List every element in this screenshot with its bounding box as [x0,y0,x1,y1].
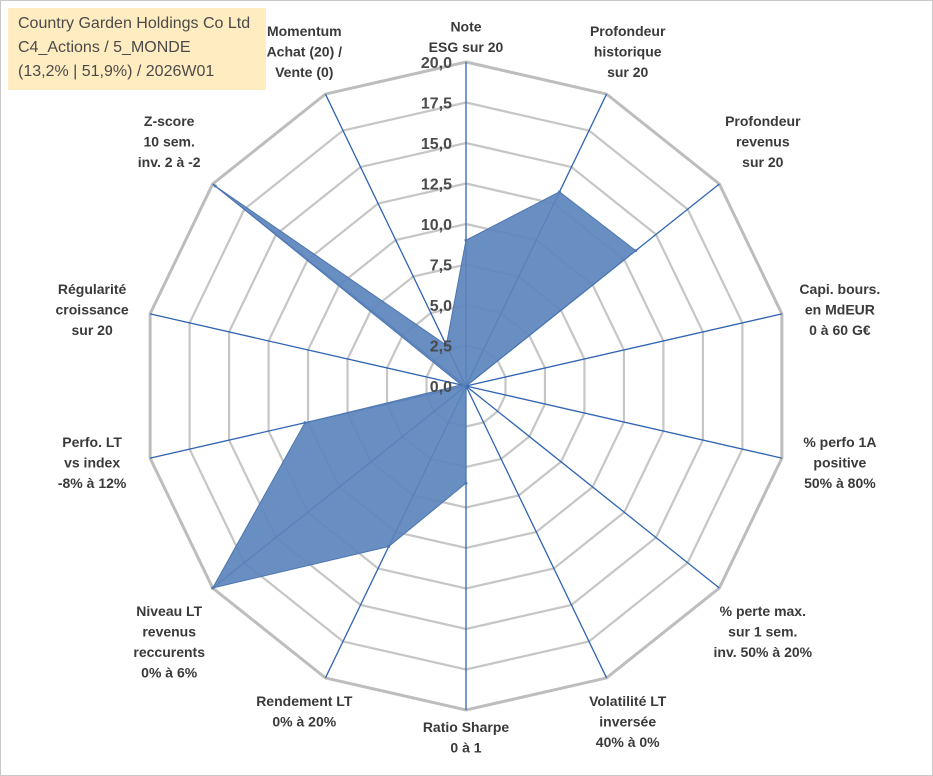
chart-title: Country Garden Holdings Co Ltd [18,15,251,32]
axis-label-4-line-2: 50% à 80% [804,475,876,491]
axis-label-9: Niveau LT revenus reccurents 0% à 6% [133,603,205,681]
axis-label-9-line-1: revenus [142,624,196,640]
tick-label-4: 10,0 [421,217,452,234]
axis-label-2: Profondeur revenus sur 20 [725,113,801,170]
axis-label-6-line-1: inversée [599,713,656,729]
axis-label-5-line-2: inv. 50% à 20% [714,644,813,660]
tick-label-6: 15,0 [421,136,452,153]
title-box: Country Garden Holdings Co Ltd C4_Action… [8,8,266,90]
axis-label-2-line-2: sur 20 [742,154,783,170]
axis-label-1-line-0: Profondeur [590,23,666,39]
axis-label-0-line-0: Note [450,19,481,35]
axis-label-2-line-1: revenus [736,133,790,149]
axis-label-9-line-3: 0% à 6% [141,665,198,681]
chart-subtitle-stats: (13,2% | 51,9%) / 2026W01 [18,63,215,80]
axis-label-13: Momentum Achat (20) / Vente (0) [267,23,343,80]
axis-label-6-line-0: Volatilité LT [589,693,667,709]
axis-label-13-line-1: Achat (20) / [267,44,343,60]
axis-label-3-line-0: Capi. bours. [799,281,880,297]
tick-label-2: 5,0 [430,298,452,315]
axis-label-7: Ratio Sharpe 0 à 1 [423,719,510,756]
axis-label-8: Rendement LT 0% à 20% [256,693,353,730]
axis-label-4: % perfo 1A positive 50% à 80% [803,434,876,491]
axis-label-6-line-2: 40% à 0% [596,734,660,750]
tick-label-1: 2,5 [430,339,452,356]
spoke-4 [465,385,783,459]
tick-label-5: 12,5 [421,177,452,194]
axis-label-10: Perfo. LT vs index -8% à 12% [58,434,127,491]
axis-label-4-line-1: positive [813,455,866,471]
axis-label-8-line-0: Rendement LT [256,693,353,709]
data-point-8 [387,545,391,549]
data-point-1 [557,190,561,194]
axis-label-12-line-2: inv. 2 à -2 [138,154,201,170]
axis-label-11-line-2: sur 20 [71,322,112,338]
axis-label-7-line-1: 0 à 1 [450,740,481,756]
axis-label-11-line-0: Régularité [58,281,127,297]
data-point-7 [464,481,468,485]
axis-label-4-line-0: % perfo 1A [803,434,876,450]
tick-label-3: 7,5 [430,258,452,275]
axis-label-1-line-2: sur 20 [607,64,648,80]
axis-label-5: % perte max. sur 1 sem. inv. 50% à 20% [714,603,813,660]
spoke-5 [465,385,720,589]
axis-label-2-line-0: Profondeur [725,113,801,129]
spoke-13 [324,93,467,387]
spoke-6 [465,385,608,679]
axis-label-10-line-1: vs index [64,455,120,471]
axis-label-13-line-2: Vente (0) [275,64,333,80]
tick-label-7: 17,5 [421,96,452,113]
axis-label-9-line-2: reccurents [133,644,205,660]
axis-label-12: Z-score 10 sem. inv. 2 à -2 [138,113,201,170]
axis-label-5-line-0: % perte max. [720,603,806,619]
axis-label-1-line-1: historique [594,44,662,60]
axis-label-5-line-1: sur 1 sem. [728,624,797,640]
axis-label-7-line-0: Ratio Sharpe [423,719,510,735]
spoke-3 [465,313,783,387]
axis-label-11: Régularité croissance sur 20 [56,281,129,338]
axis-label-6: Volatilité LT inversée 40% à 0% [589,693,667,750]
data-point-11 [459,383,463,387]
data-point-6 [464,384,468,388]
axis-label-3-line-2: 0 à 60 G€ [809,322,871,338]
axis-label-3: Capi. bours. en MdEUR 0 à 60 G€ [799,281,880,338]
axis-label-12-line-0: Z-score [144,113,195,129]
tick-label-8: 20,0 [421,55,452,72]
axis-label-1: Profondeur historique sur 20 [590,23,666,80]
data-point-2 [634,249,638,253]
data-point-10 [303,421,307,425]
data-point-9 [211,586,215,590]
axis-label-3-line-1: en MdEUR [805,301,875,317]
axis-label-13-line-0: Momentum [267,23,342,39]
axis-label-0: Note ESG sur 20 [429,19,504,56]
axis-label-10-line-2: -8% à 12% [58,475,127,491]
axis-label-10-line-0: Perfo. LT [62,434,122,450]
axis-label-8-line-1: 0% à 20% [272,713,336,729]
data-point-12 [213,184,217,188]
spoke-11 [149,313,467,387]
axis-label-0-line-1: ESG sur 20 [429,39,504,55]
chart-subtitle-portfolio: C4_Actions / 5_MONDE [18,39,191,56]
data-point-0 [464,238,468,242]
axis-label-9-line-0: Niveau LT [136,603,202,619]
axis-label-11-line-1: croissance [56,301,129,317]
data-area [211,185,637,589]
axis-label-12-line-1: 10 sem. [144,133,195,149]
data-point-13 [444,343,448,347]
tick-label-0: 0,0 [430,379,452,396]
